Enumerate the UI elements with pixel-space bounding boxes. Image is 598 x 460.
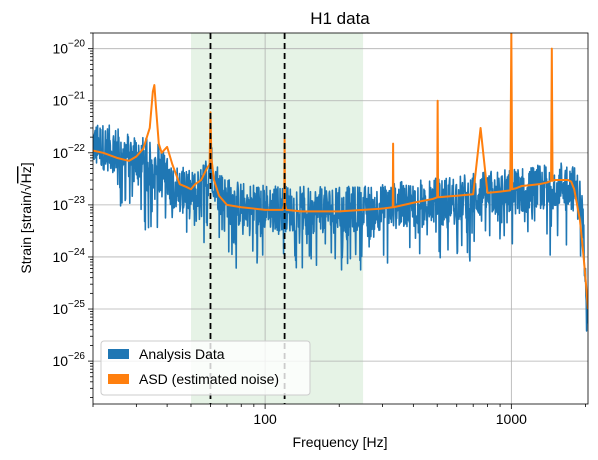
y-axis-ticks: 10−26 10−25 10−24 10−23 10−22 10−21 10−20 bbox=[52, 32, 93, 398]
chart-title: H1 data bbox=[310, 9, 370, 28]
plot-frame bbox=[92, 32, 589, 405]
series-asd-line bbox=[93, 33, 588, 310]
y-tick-label: 10−22 bbox=[52, 143, 85, 161]
y-axis-label-suffix: ] bbox=[18, 162, 34, 166]
x-tick-label: 1000 bbox=[496, 411, 527, 427]
legend-label-analysis-data: Analysis Data bbox=[139, 346, 225, 362]
y-tick-label: 10−21 bbox=[52, 91, 85, 109]
series-analysis-data-line bbox=[93, 124, 588, 332]
y-tick-label: 10−26 bbox=[52, 351, 85, 369]
vertical-marker-lines bbox=[209, 33, 286, 404]
svg-text:Strain [strain/√Hz]: Strain [strain/√Hz] bbox=[18, 162, 34, 273]
y-axis-label-root-arg: Hz bbox=[18, 166, 34, 183]
legend-swatch-analysis-data bbox=[108, 349, 129, 359]
legend: Analysis Data ASD (estimated noise) bbox=[100, 340, 311, 396]
x-axis-ticks: 100 1000 bbox=[92, 404, 586, 427]
y-tick-label: 10−20 bbox=[52, 39, 85, 57]
x-axis-label: Frequency [Hz] bbox=[293, 434, 388, 450]
series-layer bbox=[93, 33, 588, 332]
y-tick-label: 10−24 bbox=[52, 247, 85, 265]
y-axis-label-root: √ bbox=[18, 183, 34, 191]
legend-swatch-asd bbox=[108, 374, 129, 384]
legend-label-asd: ASD (estimated noise) bbox=[139, 371, 279, 387]
y-axis-label: Strain [strain/√Hz] bbox=[18, 162, 34, 273]
y-axis-label-prefix: Strain [strain/ bbox=[18, 191, 34, 274]
y-tick-label: 10−25 bbox=[52, 299, 85, 317]
y-tick-label: 10−23 bbox=[52, 195, 85, 213]
legend-box bbox=[100, 340, 311, 396]
x-tick-label: 100 bbox=[253, 411, 277, 427]
